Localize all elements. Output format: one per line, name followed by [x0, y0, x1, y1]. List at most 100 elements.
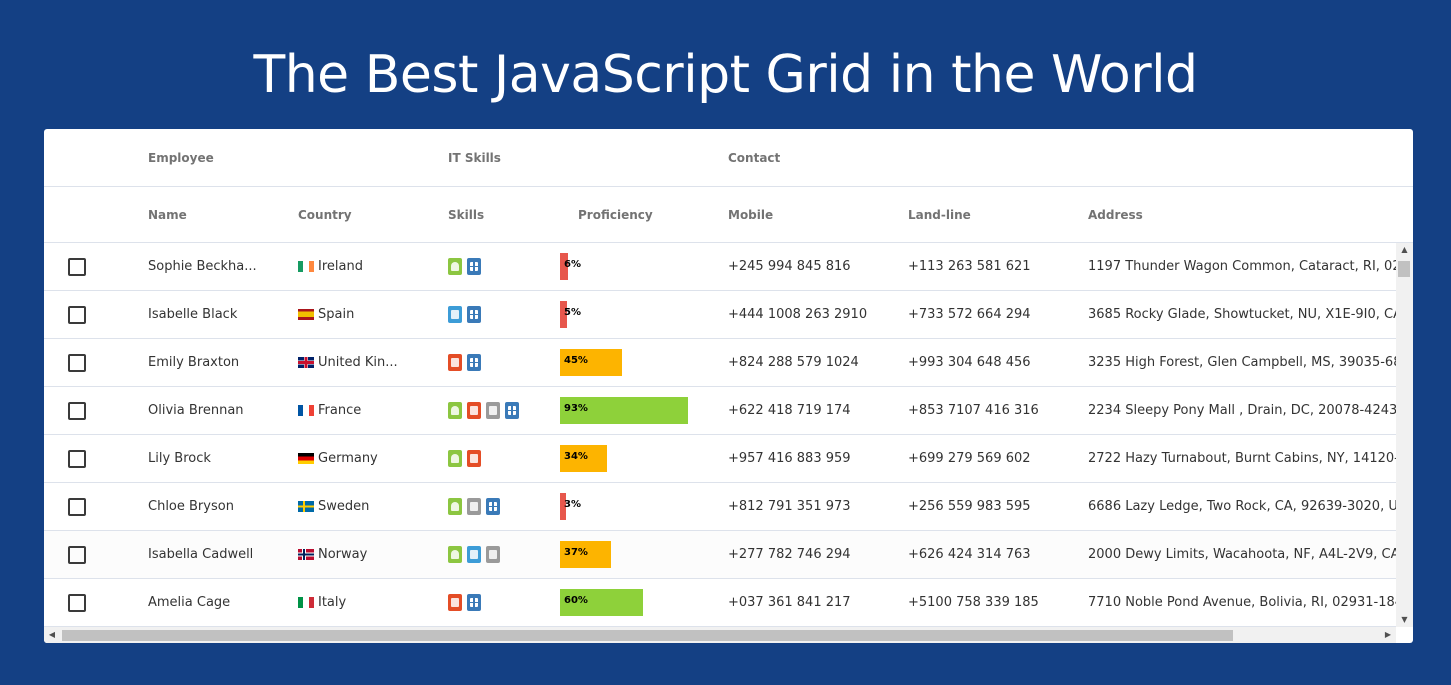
row-checkbox[interactable] [68, 497, 86, 516]
mobile-cell[interactable]: +037 361 841 217 [728, 579, 898, 626]
proficiency-cell[interactable]: 5% [560, 291, 710, 338]
country-cell[interactable]: United Kin... [298, 339, 438, 386]
landline-cell[interactable]: +256 559 983 595 [908, 483, 1078, 530]
landline-cell[interactable]: +853 7107 416 316 [908, 387, 1078, 434]
proficiency-cell[interactable]: 45% [560, 339, 710, 386]
address-cell[interactable]: 7710 Noble Pond Avenue, Bolivia, RI, 029… [1088, 579, 1396, 626]
row-checkbox[interactable] [68, 593, 86, 612]
proficiency-cell[interactable]: 3% [560, 483, 710, 530]
row-checkbox[interactable] [68, 305, 86, 324]
horizontal-scrollbar[interactable]: ◀ ▶ [44, 627, 1396, 643]
landline-cell[interactable]: +733 572 664 294 [908, 291, 1078, 338]
skills-cell[interactable] [448, 483, 568, 530]
row-checkbox[interactable] [68, 353, 86, 372]
name-cell[interactable]: Sophie Beckha... [148, 243, 288, 290]
mobile-cell[interactable]: +245 994 845 816 [728, 243, 898, 290]
name-cell[interactable]: Isabella Cadwell [148, 531, 288, 578]
row-select-cell[interactable] [68, 579, 98, 626]
country-cell[interactable]: Spain [298, 291, 438, 338]
country-name: United Kin... [318, 355, 398, 370]
group-header-contact[interactable]: Contact [728, 150, 781, 165]
table-row[interactable]: Lily Brock Germany 34% +957 416 883 959 +699… [44, 435, 1396, 483]
proficiency-cell[interactable]: 93% [560, 387, 710, 434]
scroll-left-icon[interactable]: ◀ [48, 630, 56, 639]
group-header-it-skills[interactable]: IT Skills [448, 150, 501, 165]
landline-cell[interactable]: +699 279 569 602 [908, 435, 1078, 482]
address-cell[interactable]: 2000 Dewy Limits, Wacahoota, NF, A4L-2V9… [1088, 531, 1396, 578]
name-cell[interactable]: Olivia Brennan [148, 387, 288, 434]
address-cell[interactable]: 3235 High Forest, Glen Campbell, MS, 390… [1088, 339, 1396, 386]
group-header-employee[interactable]: Employee [148, 150, 214, 165]
column-header-country[interactable]: Country [298, 207, 352, 222]
name-cell[interactable]: Amelia Cage [148, 579, 288, 626]
row-select-cell[interactable] [68, 435, 98, 482]
skills-cell[interactable] [448, 339, 568, 386]
table-row[interactable]: Olivia Brennan France 93% +622 418 719 174 +… [44, 387, 1396, 435]
proficiency-cell[interactable]: 37% [560, 531, 710, 578]
vertical-scrollbar[interactable]: ▲ ▼ [1396, 243, 1413, 627]
scroll-up-icon[interactable]: ▲ [1401, 245, 1408, 254]
country-cell[interactable]: Norway [298, 531, 438, 578]
row-checkbox[interactable] [68, 257, 86, 276]
row-select-cell[interactable] [68, 291, 98, 338]
horizontal-scroll-thumb[interactable] [62, 630, 1233, 641]
name-cell[interactable]: Chloe Bryson [148, 483, 288, 530]
skills-cell[interactable] [448, 291, 568, 338]
column-header-name[interactable]: Name [148, 207, 187, 222]
column-header-proficiency[interactable]: Proficiency [578, 207, 653, 222]
column-header-landline[interactable]: Land-line [908, 207, 971, 222]
column-header-mobile[interactable]: Mobile [728, 207, 774, 222]
mobile-cell[interactable]: +444 1008 263 2910 [728, 291, 898, 338]
mobile-cell[interactable]: +957 416 883 959 [728, 435, 898, 482]
table-row[interactable]: Isabelle Black Spain 5% +444 1008 263 2910 +… [44, 291, 1396, 339]
name-cell[interactable]: Emily Braxton [148, 339, 288, 386]
row-checkbox[interactable] [68, 545, 86, 564]
address-cell[interactable]: 2234 Sleepy Pony Mall , Drain, DC, 20078… [1088, 387, 1396, 434]
row-select-cell[interactable] [68, 339, 98, 386]
employee-name: Sophie Beckha... [148, 259, 257, 274]
row-select-cell[interactable] [68, 243, 98, 290]
landline-cell[interactable]: +626 424 314 763 [908, 531, 1078, 578]
country-cell[interactable]: Italy [298, 579, 438, 626]
skills-cell[interactable] [448, 387, 568, 434]
table-row[interactable]: Emily Braxton United Kin... 45% +824 288 57… [44, 339, 1396, 387]
skills-cell[interactable] [448, 531, 568, 578]
skills-cell[interactable] [448, 243, 568, 290]
scroll-right-icon[interactable]: ▶ [1384, 630, 1392, 639]
table-row[interactable]: Isabella Cadwell Norway 37% +277 782 746 29… [44, 531, 1396, 579]
row-select-cell[interactable] [68, 483, 98, 530]
proficiency-cell[interactable]: 34% [560, 435, 710, 482]
country-cell[interactable]: France [298, 387, 438, 434]
name-cell[interactable]: Isabelle Black [148, 291, 288, 338]
address-cell[interactable]: 6686 Lazy Ledge, Two Rock, CA, 92639-302… [1088, 483, 1396, 530]
name-cell[interactable]: Lily Brock [148, 435, 288, 482]
proficiency-cell[interactable]: 60% [560, 579, 710, 626]
country-cell[interactable]: Germany [298, 435, 438, 482]
scroll-down-icon[interactable]: ▼ [1401, 615, 1408, 624]
vertical-scroll-thumb[interactable] [1398, 261, 1410, 277]
skills-cell[interactable] [448, 579, 568, 626]
mobile-cell[interactable]: +824 288 579 1024 [728, 339, 898, 386]
skills-cell[interactable] [448, 435, 568, 482]
column-header-skills[interactable]: Skills [448, 207, 485, 222]
row-checkbox[interactable] [68, 449, 86, 468]
row-select-cell[interactable] [68, 387, 98, 434]
address-cell[interactable]: 3685 Rocky Glade, Showtucket, NU, X1E-9I… [1088, 291, 1396, 338]
column-header-address[interactable]: Address [1088, 207, 1143, 222]
mobile-cell[interactable]: +277 782 746 294 [728, 531, 898, 578]
landline-cell[interactable]: +113 263 581 621 [908, 243, 1078, 290]
table-row[interactable]: Chloe Bryson Sweden 3% +812 791 351 973 +256… [44, 483, 1396, 531]
table-row[interactable]: Amelia Cage Italy 60% +037 361 841 217 +5100… [44, 579, 1396, 627]
address-cell[interactable]: 1197 Thunder Wagon Common, Cataract, RI,… [1088, 243, 1396, 290]
row-select-cell[interactable] [68, 531, 98, 578]
table-row[interactable]: Sophie Beckha... Ireland 6% +245 994 845 81… [44, 243, 1396, 291]
address-cell[interactable]: 2722 Hazy Turnabout, Burnt Cabins, NY, 1… [1088, 435, 1396, 482]
proficiency-cell[interactable]: 6% [560, 243, 710, 290]
landline-cell[interactable]: +5100 758 339 185 [908, 579, 1078, 626]
landline-cell[interactable]: +993 304 648 456 [908, 339, 1078, 386]
row-checkbox[interactable] [68, 401, 86, 420]
mobile-cell[interactable]: +812 791 351 973 [728, 483, 898, 530]
country-cell[interactable]: Ireland [298, 243, 438, 290]
country-cell[interactable]: Sweden [298, 483, 438, 530]
mobile-cell[interactable]: +622 418 719 174 [728, 387, 898, 434]
